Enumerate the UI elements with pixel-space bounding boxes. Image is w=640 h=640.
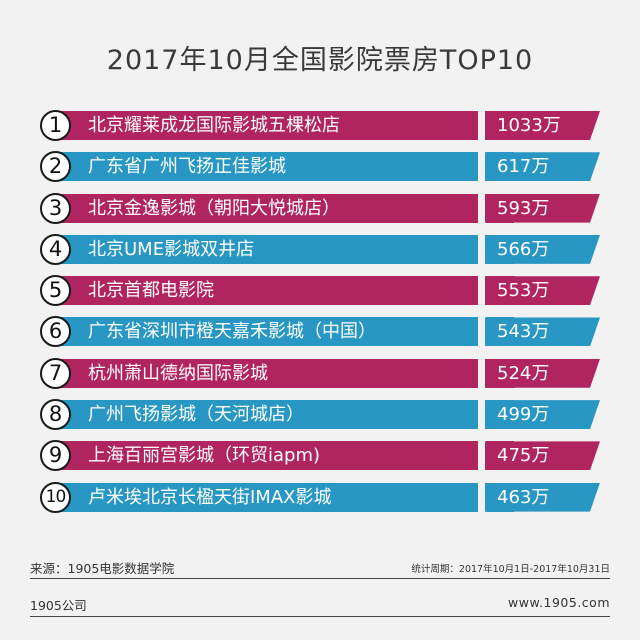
cinema-name-bar: 北京耀莱成龙国际影城五棵松店 bbox=[54, 111, 514, 140]
box-office-value: 475万 bbox=[497, 445, 550, 467]
box-office-bar: 553万 bbox=[485, 276, 600, 305]
box-office-bar: 463万 bbox=[485, 483, 600, 512]
rank-badge: 10 bbox=[40, 481, 71, 513]
cinema-name-bar: 广东省广州飞扬正佳影城 bbox=[54, 152, 514, 182]
list-item: 北京首都电影院 553万 5 bbox=[40, 275, 600, 307]
cinema-name: 北京UME影城双井店 bbox=[88, 238, 255, 260]
box-office-bar: 566万 bbox=[485, 235, 600, 264]
list-item: 杭州萧山德纳国际影城 524万 7 bbox=[40, 357, 600, 389]
company-name: 1905公司 bbox=[30, 598, 87, 613]
rank-badge: 1 bbox=[40, 110, 71, 141]
divider bbox=[30, 578, 610, 579]
rank-badge: 6 bbox=[40, 316, 71, 348]
box-office-bar: 593万 bbox=[485, 194, 600, 223]
list-item: 北京金逸影城（朝阳大悦城店） 593万 3 bbox=[40, 192, 600, 224]
cinema-name: 广州飞扬影城（天河城店） bbox=[88, 404, 304, 426]
statistics-period: 统计周期：2017年10月1日-2017年10月31日 bbox=[411, 564, 610, 575]
rank-badge: 4 bbox=[40, 233, 71, 265]
box-office-bar: 1033万 bbox=[485, 111, 600, 140]
rank-badge: 8 bbox=[40, 399, 71, 431]
data-source: 来源：1905电影数据学院 bbox=[30, 561, 175, 576]
list-item: 上海百丽宫影城（环贸iapm) 475万 9 bbox=[40, 440, 600, 472]
box-office-value: 1033万 bbox=[497, 115, 561, 136]
website-url: www.1905.com bbox=[508, 595, 610, 610]
cinema-name-bar: 北京首都电影院 bbox=[54, 276, 514, 306]
list-item: 广州飞扬影城（天河城店） 499万 8 bbox=[40, 399, 600, 431]
cinema-name: 广东省深圳市橙天嘉禾影城（中国） bbox=[88, 321, 376, 343]
cinema-name-bar: 广州飞扬影城（天河城店） bbox=[54, 400, 514, 430]
cinema-name: 北京首都电影院 bbox=[88, 280, 214, 302]
cinema-name-bar: 北京金逸影城（朝阳大悦城店） bbox=[54, 193, 514, 223]
box-office-value: 524万 bbox=[497, 362, 550, 384]
box-office-value: 543万 bbox=[497, 321, 550, 343]
list-item: 北京UME影城双井店 566万 4 bbox=[40, 233, 600, 265]
list-item: 卢米埃北京长楹天街IMAX影城 463万 10 bbox=[40, 481, 600, 513]
rank-badge: 5 bbox=[40, 275, 71, 307]
box-office-value: 499万 bbox=[497, 404, 550, 426]
rank-badge: 7 bbox=[40, 357, 71, 389]
box-office-value: 593万 bbox=[497, 197, 550, 219]
cinema-name-bar: 广东省深圳市橙天嘉禾影城（中国） bbox=[54, 317, 514, 347]
cinema-name-bar: 卢米埃北京长楹天街IMAX影城 bbox=[54, 482, 514, 512]
cinema-name: 上海百丽宫影城（环贸iapm) bbox=[88, 445, 321, 467]
page-title: 2017年10月全国影院票房TOP10 bbox=[106, 45, 534, 76]
rank-badge: 2 bbox=[40, 151, 71, 183]
box-office-value: 566万 bbox=[497, 238, 550, 260]
list-item: 广东省广州飞扬正佳影城 617万 2 bbox=[40, 151, 600, 183]
box-office-bar: 617万 bbox=[485, 152, 600, 181]
divider bbox=[30, 616, 610, 617]
box-office-bar: 475万 bbox=[485, 441, 600, 470]
list-item: 北京耀莱成龙国际影城五棵松店 1033万 1 bbox=[40, 110, 600, 141]
ranking-list: 北京耀莱成龙国际影城五棵松店 1033万 1 广东省广州飞扬正佳影城 617万 … bbox=[40, 110, 600, 523]
cinema-name: 北京耀莱成龙国际影城五棵松店 bbox=[88, 115, 340, 136]
cinema-name: 广东省广州飞扬正佳影城 bbox=[88, 156, 286, 178]
cinema-name-bar: 上海百丽宫影城（环贸iapm) bbox=[54, 441, 514, 471]
box-office-bar: 499万 bbox=[485, 400, 600, 429]
box-office-value: 617万 bbox=[497, 156, 550, 178]
box-office-bar: 543万 bbox=[485, 317, 600, 346]
cinema-name: 卢米埃北京长楹天街IMAX影城 bbox=[88, 486, 332, 508]
rank-badge: 3 bbox=[40, 192, 71, 224]
box-office-value: 553万 bbox=[497, 280, 550, 302]
cinema-name-bar: 杭州萧山德纳国际影城 bbox=[54, 358, 514, 388]
cinema-name-bar: 北京UME影城双井店 bbox=[54, 234, 514, 264]
cinema-name: 北京金逸影城（朝阳大悦城店） bbox=[88, 197, 340, 219]
cinema-name: 杭州萧山德纳国际影城 bbox=[88, 362, 268, 384]
rank-badge: 9 bbox=[40, 440, 71, 472]
box-office-bar: 524万 bbox=[485, 359, 600, 388]
list-item: 广东省深圳市橙天嘉禾影城（中国） 543万 6 bbox=[40, 316, 600, 348]
box-office-value: 463万 bbox=[497, 486, 550, 508]
